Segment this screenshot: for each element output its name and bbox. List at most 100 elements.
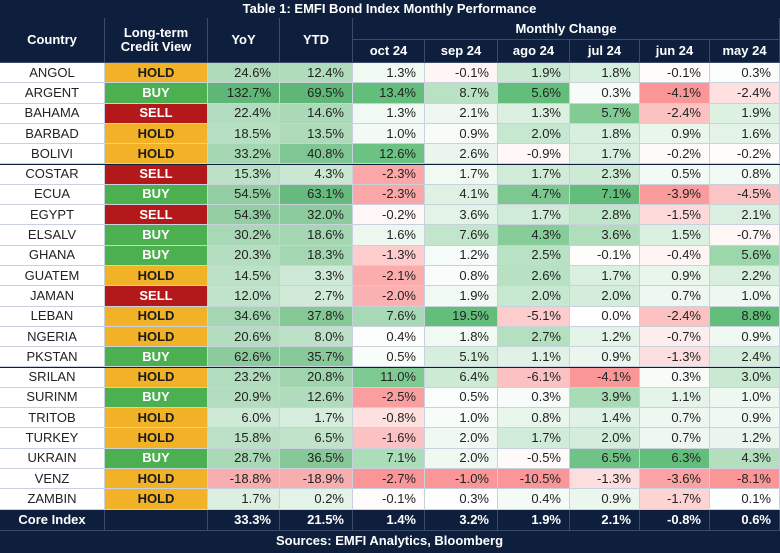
monthly-change-cell: 6.3% [640, 448, 710, 469]
monthly-change-cell: -2.3% [353, 184, 425, 206]
return-cell: 2.7% [280, 286, 353, 307]
monthly-change-cell: 7.6% [353, 306, 425, 327]
return-cell: 54.3% [208, 205, 280, 226]
country-cell: ELSALV [0, 225, 105, 246]
monthly-change-cell: -1.0% [425, 469, 498, 490]
monthly-change-cell: 4.7% [498, 184, 570, 206]
credit-view-cell: HOLD [105, 326, 208, 348]
monthly-change-cell: 0.3% [710, 63, 780, 84]
country-cell: ECUA [0, 184, 105, 206]
monthly-change-cell: 2.3% [570, 164, 640, 185]
monthly-change-cell: -2.0% [353, 286, 425, 307]
credit-view-cell: BUY [105, 245, 208, 266]
month-header: oct 24 [353, 40, 425, 63]
credit-view-cell: BUY [105, 448, 208, 469]
monthly-change-cell: -1.5% [640, 205, 710, 226]
return-cell: 12.6% [280, 387, 353, 409]
monthly-change-cell: 1.5% [640, 225, 710, 246]
country-cell: EGYPT [0, 205, 105, 226]
monthly-change-cell: 0.8% [710, 164, 780, 185]
credit-view-cell: HOLD [105, 266, 208, 287]
core-value: 21.5% [280, 509, 353, 531]
credit-view-cell: HOLD [105, 428, 208, 449]
return-cell: 18.3% [280, 245, 353, 266]
country-cell: SRILAN [0, 367, 105, 388]
return-cell: 23.2% [208, 367, 280, 388]
monthly-change-cell: -0.1% [640, 63, 710, 84]
return-cell: 32.0% [280, 205, 353, 226]
month-header: sep 24 [425, 40, 498, 63]
monthly-change-cell: 0.0% [570, 306, 640, 327]
return-cell: 20.8% [280, 367, 353, 388]
monthly-change-cell: -5.1% [498, 306, 570, 327]
monthly-change-cell: 2.5% [498, 245, 570, 266]
core-value: 2.1% [570, 509, 640, 531]
credit-view-cell: HOLD [105, 63, 208, 84]
country-cell: ARGENT [0, 83, 105, 104]
monthly-change-cell: -4.1% [640, 83, 710, 104]
return-cell: 6.5% [280, 428, 353, 449]
monthly-change-cell: 8.7% [425, 83, 498, 104]
monthly-change-cell: 2.1% [425, 103, 498, 124]
monthly-change-cell: -0.7% [710, 225, 780, 246]
monthly-change-cell: -6.1% [498, 367, 570, 388]
monthly-change-cell: 1.3% [498, 103, 570, 124]
return-cell: 14.5% [208, 266, 280, 287]
monthly-change-cell: 1.0% [425, 408, 498, 429]
return-cell: 20.6% [208, 326, 280, 348]
monthly-change-cell: 1.8% [425, 326, 498, 348]
return-cell: 69.5% [280, 83, 353, 104]
credit-view-cell: BUY [105, 225, 208, 246]
monthly-change-cell: 3.6% [425, 205, 498, 226]
monthly-change-cell: 1.3% [353, 103, 425, 124]
monthly-change-cell: 12.6% [353, 144, 425, 165]
return-cell: 3.3% [280, 266, 353, 287]
return-cell: 22.4% [208, 103, 280, 124]
column-header: Country [0, 18, 105, 63]
monthly-change-cell: 1.1% [640, 387, 710, 409]
monthly-change-cell: -2.4% [640, 306, 710, 327]
monthly-change-cell: -1.3% [570, 469, 640, 490]
credit-view-cell: BUY [105, 347, 208, 368]
monthly-change-cell: 1.7% [498, 428, 570, 449]
return-cell: 34.6% [208, 306, 280, 327]
credit-view-cell: BUY [105, 184, 208, 206]
return-cell: 18.5% [208, 123, 280, 145]
monthly-change-cell: 2.0% [570, 428, 640, 449]
return-cell: 0.2% [280, 489, 353, 510]
monthly-change-cell: 1.0% [710, 286, 780, 307]
return-cell: 12.0% [208, 286, 280, 307]
monthly-change-cell: 0.9% [425, 123, 498, 145]
country-cell: UKRAIN [0, 448, 105, 469]
monthly-change-cell: 1.2% [710, 428, 780, 449]
column-header: Long-term Credit View [105, 18, 208, 63]
credit-view-cell: HOLD [105, 123, 208, 145]
monthly-change-cell: 1.7% [570, 266, 640, 287]
monthly-change-cell: 1.9% [710, 103, 780, 124]
country-cell: JAMAN [0, 286, 105, 307]
monthly-change-cell: 1.6% [353, 225, 425, 246]
core-value: 0.6% [710, 509, 780, 531]
monthly-change-cell: 1.2% [425, 245, 498, 266]
monthly-change-cell: -0.2% [710, 144, 780, 165]
monthly-change-cell: 1.9% [498, 63, 570, 84]
return-cell: 20.3% [208, 245, 280, 266]
credit-view-cell: SELL [105, 164, 208, 185]
monthly-change-cell: 2.0% [498, 286, 570, 307]
return-cell: 62.6% [208, 347, 280, 368]
monthly-change-cell: 2.1% [710, 205, 780, 226]
table-footer: Sources: EMFI Analytics, Bloomberg [0, 530, 780, 553]
monthly-change-cell: -3.9% [640, 184, 710, 206]
return-cell: 12.4% [280, 63, 353, 84]
monthly-change-cell: 1.6% [710, 123, 780, 145]
monthly-change-cell: 2.2% [710, 266, 780, 287]
country-cell: TURKEY [0, 428, 105, 449]
monthly-change-cell: 0.9% [710, 326, 780, 348]
table-title: Table 1: EMFI Bond Index Monthly Perform… [0, 0, 780, 18]
monthly-change-cell: 0.9% [710, 408, 780, 429]
return-cell: 36.5% [280, 448, 353, 469]
country-cell: COSTAR [0, 164, 105, 185]
return-cell: 1.7% [208, 489, 280, 510]
month-header: jul 24 [570, 40, 640, 63]
